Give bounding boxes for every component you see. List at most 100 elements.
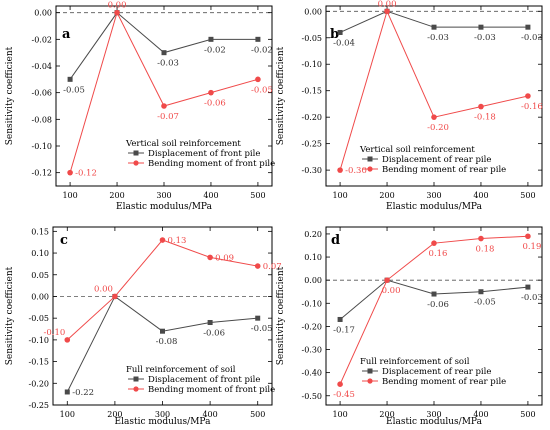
data-label: -0.45	[333, 390, 355, 400]
data-point	[255, 76, 261, 83]
panel-letter: c	[60, 233, 68, 248]
data-label: -0.05	[474, 298, 496, 308]
x-tick-label: 400	[473, 410, 488, 419]
data-point	[254, 263, 261, 269]
data-label: -0.05	[63, 85, 85, 95]
data-point	[161, 103, 167, 109]
y-tick-label: -0.10	[31, 142, 52, 151]
panel-letter: a	[62, 27, 71, 42]
data-point	[431, 291, 437, 297]
data-label: -0.30	[345, 166, 367, 176]
chart-panel-a: 0.00 -0.02 -0.04 -0.06 -0.08 -0.10 -0.12 100 200…	[5, 1, 275, 212]
data-label: 0.16	[429, 249, 448, 259]
y-tick-label: -0.30	[301, 166, 322, 175]
data-point	[64, 337, 71, 343]
panel-letter: b	[330, 27, 339, 42]
x-tick-label: 100	[332, 191, 347, 200]
x-tick-label: 200	[109, 191, 124, 200]
data-point	[114, 9, 120, 16]
legend-entry: Displacement of rear pile	[382, 367, 491, 377]
y-tick-label: 0.00	[304, 276, 322, 285]
data-point	[160, 328, 165, 334]
data-label: -0.06	[427, 300, 449, 310]
data-point	[255, 36, 261, 42]
y-axis-title: Sensitivity coefficient	[276, 266, 286, 365]
legend-title: Full reinforcement of soil	[126, 365, 236, 375]
data-label: -0.20	[427, 123, 449, 133]
y-tick-label: -0.12	[31, 169, 52, 178]
y-tick-label: -0.02	[31, 35, 52, 44]
series-line	[69, 11, 258, 80]
data-label: -0.08	[156, 337, 178, 347]
data-label: -0.05	[251, 85, 273, 95]
legend-entry: Displacement of rear pile	[382, 155, 491, 165]
y-tick-label: -0.25	[28, 401, 49, 410]
x-tick-label: 200	[379, 191, 394, 200]
data-point	[478, 103, 484, 110]
data-label: 0.18	[475, 245, 494, 255]
legend-marker	[367, 378, 373, 384]
data-point	[525, 284, 531, 290]
x-tick-label: 100	[62, 191, 77, 200]
data-label: -0.16	[521, 102, 543, 112]
legend-entry: Bending moment of rear pile	[382, 377, 506, 387]
legend-entry: Bending moment of rear pile	[382, 165, 506, 175]
y-tick-label: 0.10	[31, 249, 49, 258]
panel-letter: d	[331, 233, 340, 248]
data-label: -0.22	[72, 388, 94, 398]
y-tick-label: -0.20	[301, 113, 322, 122]
data-label: -0.07	[157, 112, 179, 122]
data-label: -0.03	[521, 293, 543, 303]
x-tick-label: 300	[426, 191, 441, 200]
y-tick-label: -0.20	[28, 379, 49, 388]
data-point	[337, 167, 343, 173]
data-label: -0.18	[474, 113, 496, 123]
legend-title: Vertical soil reinforcement	[359, 145, 475, 155]
y-tick-label: -0.05	[28, 314, 49, 323]
y-axis-title: Sensitivity coefficient	[5, 46, 15, 145]
x-tick-label: 400	[203, 191, 218, 200]
y-tick-label: -0.50	[301, 392, 322, 401]
data-label: -0.03	[157, 59, 179, 69]
y-tick-label: -0.40	[301, 369, 322, 378]
data-label: -0.12	[75, 169, 97, 179]
data-point	[431, 114, 437, 120]
data-point	[67, 76, 73, 82]
y-tick-label: -0.15	[28, 358, 49, 367]
legend-title: Full reinforcement of soil	[360, 357, 470, 367]
legend-title: Vertical soil reinforcement	[125, 139, 241, 149]
legend-marker	[133, 376, 139, 382]
data-point	[337, 316, 343, 322]
data-label: 0.09	[215, 253, 234, 263]
data-label: -0.05	[251, 324, 273, 334]
data-label: 0.00	[382, 286, 401, 296]
data-point	[478, 24, 484, 30]
data-label: 0.00	[94, 284, 113, 294]
data-point	[67, 169, 73, 176]
chart-panel-c: 0.15 0.10 0.05 0.00 -0.05 -0.10 -0.15 -0.20 -0.2…	[5, 226, 282, 427]
data-label: -0.06	[203, 329, 225, 339]
chart-panel-d: 0.20 0.10 0.00 -0.10 -0.20 -0.30 -0.40 -0.50 100…	[276, 226, 543, 427]
data-label: -0.04	[333, 38, 355, 48]
y-tick-label: 0.05	[31, 271, 49, 280]
y-tick-label: 0.20	[304, 230, 322, 239]
y-axis-title: Sensitivity coefficient	[5, 266, 15, 365]
x-tick-label: 500	[250, 191, 265, 200]
x-tick-label: 200	[107, 410, 122, 419]
y-tick-label: -0.10	[28, 336, 49, 345]
y-tick-label: -0.10	[301, 299, 322, 308]
legend-marker	[367, 156, 373, 162]
data-point	[161, 50, 167, 56]
data-point	[384, 8, 390, 15]
y-tick-label: -0.10	[301, 60, 322, 69]
y-tick-label: 0.00	[304, 7, 322, 16]
y-tick-label: 0.00	[34, 9, 52, 18]
x-axis-title: Elastic modulus/MPa	[386, 417, 483, 427]
data-point	[207, 320, 213, 326]
data-point	[431, 24, 437, 30]
x-tick-label: 400	[202, 410, 217, 419]
data-point	[337, 381, 343, 387]
data-point	[208, 36, 214, 42]
data-label: -0.03	[521, 33, 543, 43]
